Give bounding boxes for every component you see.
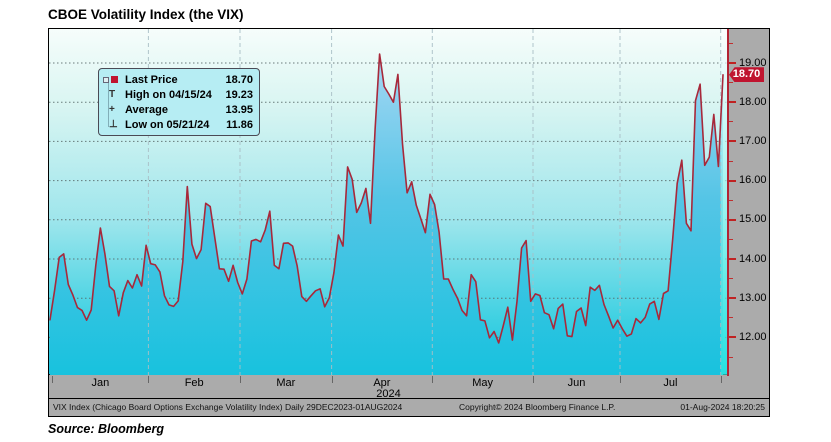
y-tick-label: 12.00 [739, 330, 767, 343]
y-minor-tick [729, 42, 733, 44]
area-fill [50, 54, 723, 375]
x-tick-label-jul: Jul [663, 377, 678, 389]
chart-frame: Last Price 18.70 T High on 04/15/24 19.23 + Av… [48, 28, 770, 417]
y-major-tick [729, 336, 736, 339]
legend-label: Average [125, 103, 169, 116]
chart-footer: VIX Index (Chicago Board Options Exchang… [49, 398, 769, 416]
legend-label: Last Price [125, 73, 178, 86]
legend-value: 11.86 [226, 118, 253, 131]
legend-collapse-icon [103, 76, 109, 83]
x-month-tick [52, 376, 54, 383]
low-marker-icon: ⊥ [103, 119, 125, 130]
last-period-highlight-band [720, 29, 728, 375]
x-month-tick [331, 376, 333, 383]
x-tick-label-jan: Jan [91, 377, 110, 389]
legend-value: 18.70 [225, 73, 253, 86]
legend-row-low: ⊥ Low on 05/21/24 11.86 [103, 117, 253, 132]
y-tick-label: 19.00 [739, 56, 767, 69]
price-line [49, 53, 724, 344]
y-major-tick [729, 62, 736, 64]
x-month-tick [148, 376, 150, 383]
high-marker-icon: T [103, 89, 125, 100]
legend-label: Low on 05/21/24 [125, 118, 210, 131]
legend-value: 13.95 [225, 103, 253, 116]
x-month-tick [432, 376, 434, 383]
plot-area: Last Price 18.70 T High on 04/15/24 19.23 + Av… [49, 29, 728, 375]
legend: Last Price 18.70 T High on 04/15/24 19.23 + Av… [98, 68, 260, 136]
x-axis-year-label: 2024 [376, 388, 401, 400]
average-marker-icon: + [103, 104, 125, 115]
x-month-tick [533, 376, 534, 383]
y-minor-tick [729, 317, 733, 319]
y-minor-tick [729, 160, 733, 162]
last-price-badge: 18.70 [729, 67, 764, 83]
source-caption: Source: Bloomberg [48, 422, 164, 436]
y-major-tick [729, 218, 736, 221]
y-major-tick [729, 258, 736, 260]
y-tick-label: 16.00 [739, 174, 767, 187]
y-minor-tick [729, 278, 733, 280]
last-marker-icon [103, 76, 125, 83]
legend-label: High on 04/15/24 [125, 88, 212, 101]
footer-timestamp: 01-Aug-2024 18:20:25 [680, 402, 765, 412]
legend-row-last: Last Price 18.70 [103, 72, 253, 87]
y-minor-tick [729, 199, 733, 201]
y-axis-spine [727, 29, 729, 376]
legend-row-average: + Average 13.95 [103, 102, 253, 117]
y-major-tick [729, 297, 736, 300]
low-glyph-icon: ⊥ [109, 119, 118, 130]
y-major-tick [729, 101, 736, 104]
y-tick-label: 14.00 [739, 252, 767, 265]
footer-copyright: Copyright© 2024 Bloomberg Finance L.P. [459, 402, 616, 412]
footer-security-description: VIX Index (Chicago Board Options Exchang… [53, 402, 403, 412]
y-major-tick [729, 179, 736, 182]
last-price-square-icon [111, 76, 118, 83]
y-tick-label: 18.00 [739, 95, 767, 108]
x-month-tick [720, 376, 722, 383]
y-tick-label: 17.00 [739, 134, 767, 147]
y-minor-tick [729, 238, 733, 240]
x-month-tick [620, 376, 621, 383]
x-tick-label-feb: Feb [184, 377, 204, 389]
y-tick-label: 15.00 [739, 213, 767, 226]
y-minor-tick [729, 356, 733, 358]
page-title: CBOE Volatility Index (the VIX) [48, 7, 244, 22]
x-tick-label-jun: Jun [567, 377, 586, 389]
x-tick-label-may: May [472, 377, 493, 389]
y-minor-tick [729, 121, 733, 123]
legend-row-high: T High on 04/15/24 19.23 [103, 87, 253, 102]
y-major-tick [729, 140, 736, 143]
y-tick-label: 13.00 [739, 291, 767, 304]
legend-value: 19.23 [225, 88, 253, 101]
legend-tree-connector [108, 83, 109, 127]
average-glyph-icon: + [109, 104, 115, 115]
x-month-tick [240, 376, 241, 383]
x-tick-label-apr: Apr [373, 377, 391, 389]
y-minor-tick [729, 82, 733, 84]
high-glyph-icon: T [109, 89, 116, 100]
x-tick-label-mar: Mar [276, 377, 296, 389]
